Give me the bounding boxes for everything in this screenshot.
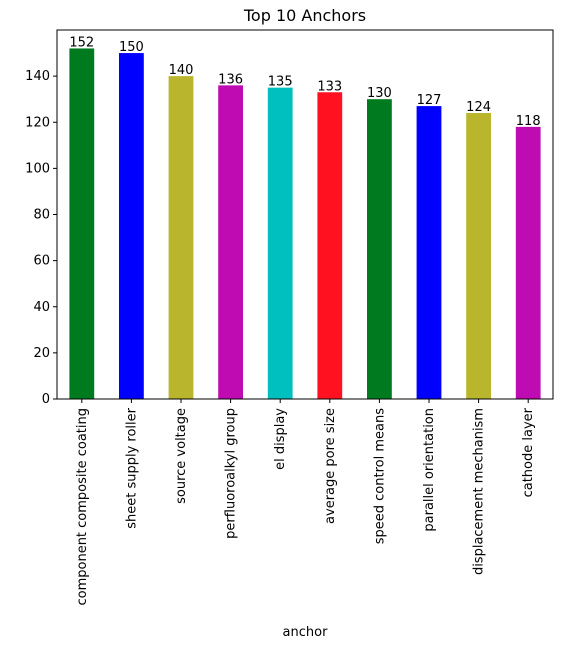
y-tick-label: 40 (33, 300, 50, 315)
y-tick-label: 0 (42, 392, 50, 407)
bar (466, 113, 491, 400)
y-tick-label: 100 (25, 161, 50, 176)
x-tick-label: speed control means (372, 408, 387, 544)
y-tick-label: 20 (33, 346, 50, 361)
x-tick-label: cathode layer (521, 407, 536, 497)
data-label: 140 (169, 63, 194, 78)
bar (218, 85, 243, 399)
x-tick-label: average pore size (323, 408, 338, 524)
data-label: 136 (218, 72, 243, 87)
data-label: 150 (119, 40, 144, 55)
bar (119, 53, 144, 399)
x-axis-label: anchor (283, 625, 329, 640)
data-label: 127 (417, 93, 442, 108)
data-label: 152 (69, 35, 94, 50)
x-tick-label: sheet supply roller (124, 407, 139, 528)
plot-frame (56, 29, 554, 400)
chart-title: Top 10 Anchors (243, 6, 366, 25)
y-tick-label: 80 (33, 208, 50, 223)
y-tick-label: 140 (25, 69, 50, 84)
bar (416, 106, 442, 399)
bar (267, 87, 293, 399)
bar (168, 76, 194, 399)
data-label: 135 (268, 75, 293, 90)
bar (367, 99, 392, 399)
x-tick-label: source voltage (174, 408, 189, 504)
x-tick-label: parallel orientation (422, 408, 437, 532)
data-label: 130 (367, 86, 392, 101)
bar (515, 126, 541, 400)
x-tick-label: displacement mechanism (472, 408, 487, 575)
x-tick-label: component composite coating (75, 408, 90, 606)
bar (317, 92, 343, 400)
data-label: 133 (317, 79, 342, 94)
data-label: 124 (466, 100, 491, 115)
plot-area: 0 20 40 60 80 100 120 140 152 component composite… (25, 29, 554, 606)
bar (69, 48, 95, 399)
x-tick-label: el display (273, 408, 288, 470)
y-tick-label: 60 (33, 254, 50, 269)
data-label: 118 (516, 114, 541, 129)
x-tick-label: perfluoroalkyl group (224, 408, 239, 539)
y-tick-label: 120 (25, 115, 50, 130)
